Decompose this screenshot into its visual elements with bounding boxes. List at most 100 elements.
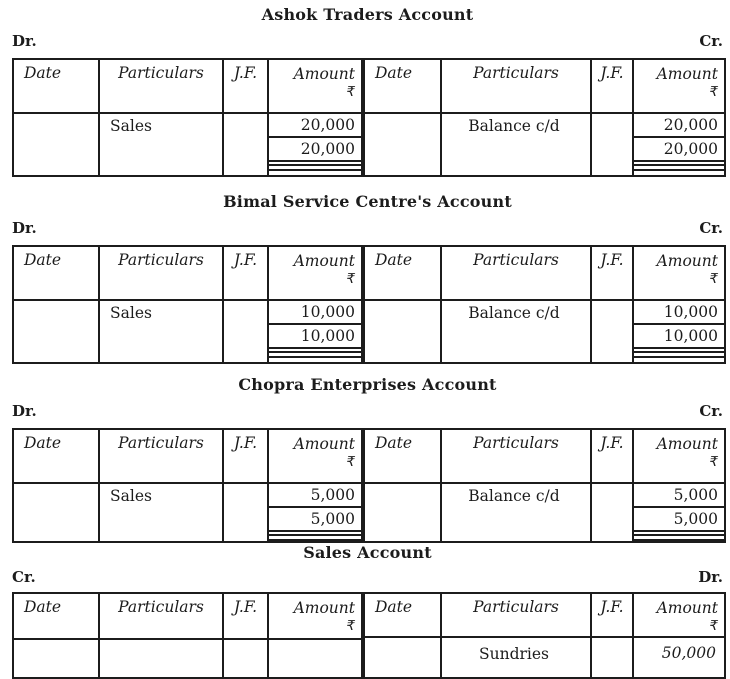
particulars-column-header: Particulars [98, 591, 224, 641]
drcr-row: Dr. Cr. [12, 401, 723, 421]
particulars-column-header: Particulars [440, 592, 592, 638]
header-row: Date Particulars J.F. Amount ₹ [363, 245, 726, 301]
date-cell [12, 112, 100, 177]
jf-cell [222, 482, 269, 543]
credit-side-label: Cr. [699, 402, 723, 420]
drcr-row: Dr. Cr. [12, 31, 723, 51]
header-row: Date Particulars J.F. Amount ₹ [12, 245, 363, 301]
debit-side-label: Dr. [12, 32, 37, 50]
account-section-chopra-enterprises: Chopra Enterprises Account Dr. Cr. Date … [12, 375, 726, 543]
amount-label: Amount [293, 65, 355, 83]
entry-row: Sales 5,000 5,000 [12, 482, 363, 543]
account-section-sales: Sales Account Cr. Dr. Date Particulars J… [12, 543, 726, 679]
particulars-column-header: Particulars [440, 58, 592, 114]
particulars-column-header: Particulars [440, 245, 592, 301]
date-column-header: Date [363, 58, 442, 114]
amount-column-header: Amount ₹ [267, 245, 363, 301]
particulars-cell: Sales [98, 112, 224, 177]
particulars-column-header: Particulars [98, 245, 224, 301]
particulars-cell: Balance c/d [440, 482, 592, 543]
date-cell [363, 636, 442, 679]
entry-row: Balance c/d 10,000 10,000 [363, 299, 726, 364]
credit-side-label: Cr. [699, 32, 723, 50]
jf-cell [590, 636, 634, 679]
entry-row: Sales 10,000 10,000 [12, 299, 363, 364]
amount-value: 20,000 [269, 114, 361, 138]
rupee-symbol: ₹ [346, 618, 355, 634]
particulars-cell [98, 638, 224, 679]
account-title: Sales Account [303, 543, 432, 562]
particulars-cell: Balance c/d [440, 112, 592, 177]
header-row: Date Particulars J.F. Amount ₹ [363, 592, 726, 638]
drcr-row: Dr. Cr. [12, 218, 723, 238]
debit-side-table: Date Particulars J.F. Amount ₹ Sales 10,… [12, 245, 363, 364]
debit-side-label: Dr. [698, 568, 723, 586]
particulars-column-header: Particulars [98, 428, 224, 484]
amount-total: 20,000 [634, 138, 724, 162]
ledger-table: Date Particulars J.F. Amount ₹ [12, 591, 726, 679]
credit-side-table: Date Particulars J.F. Amount ₹ Balance c… [363, 245, 726, 364]
amount-column-header: Amount ₹ [632, 58, 726, 114]
jf-column-header: J.F. [222, 58, 269, 114]
ledger-table: Date Particulars J.F. Amount ₹ Sales 5,0… [12, 428, 726, 543]
account-title: Ashok Traders Account [261, 5, 474, 24]
amount-total: 10,000 [634, 325, 724, 349]
header-row: Date Particulars J.F. Amount ₹ [363, 428, 726, 484]
date-column-header: Date [363, 428, 442, 484]
jf-cell [590, 299, 634, 364]
date-cell [363, 482, 442, 543]
amount-value: 5,000 [634, 484, 724, 508]
account-title: Chopra Enterprises Account [238, 375, 497, 394]
header-row: Date Particulars J.F. Amount ₹ [12, 428, 363, 484]
particulars-cell: Sales [98, 299, 224, 364]
amount-label: Amount [293, 252, 355, 270]
entry-row: Sundries 50,000 [363, 636, 726, 679]
amount-cell: 20,000 20,000 [632, 112, 726, 177]
particulars-cell: Balance c/d [440, 299, 592, 364]
jf-column-header: J.F. [222, 245, 269, 301]
jf-cell [222, 638, 269, 679]
date-cell [12, 638, 100, 679]
particulars-cell: Sales [98, 482, 224, 543]
amount-value: 20,000 [634, 114, 724, 138]
ledger-table: Date Particulars J.F. Amount ₹ Sales 10,… [12, 245, 726, 364]
amount-label: Amount [656, 252, 718, 270]
amount-label: Amount [293, 435, 355, 453]
amount-value: 10,000 [269, 301, 361, 325]
account-section-bimal-service-centre: Bimal Service Centre's Account Dr. Cr. D… [12, 192, 726, 364]
amount-label: Amount [656, 599, 718, 617]
date-column-header: Date [12, 245, 100, 301]
rupee-symbol: ₹ [346, 271, 355, 287]
credit-side-label: Cr. [12, 568, 36, 586]
account-title: Bimal Service Centre's Account [223, 192, 512, 211]
amount-total: 10,000 [269, 325, 361, 349]
total-double-rule [269, 534, 361, 541]
jf-column-header: J.F. [222, 591, 269, 641]
particulars-column-header: Particulars [98, 58, 224, 114]
header-row: Date Particulars J.F. Amount ₹ [12, 58, 363, 114]
credit-side-table: Date Particulars J.F. Amount ₹ Balance c… [363, 428, 726, 543]
debit-side-label: Dr. [12, 219, 37, 237]
total-double-rule [634, 164, 724, 171]
jf-cell [222, 112, 269, 177]
debit-side-label: Dr. [12, 402, 37, 420]
jf-column-header: J.F. [590, 428, 634, 484]
entry-row: Balance c/d 20,000 20,000 [363, 112, 726, 177]
amount-value: 10,000 [634, 301, 724, 325]
amount-cell: 10,000 10,000 [267, 299, 363, 364]
header-row: Date Particulars J.F. Amount ₹ [12, 591, 363, 641]
jf-column-header: J.F. [222, 428, 269, 484]
date-cell [363, 112, 442, 177]
rupee-symbol: ₹ [709, 271, 718, 287]
amount-label: Amount [293, 599, 355, 617]
particulars-cell: Sundries [440, 636, 592, 679]
date-column-header: Date [363, 245, 442, 301]
amount-label: Amount [656, 435, 718, 453]
jf-column-header: J.F. [590, 245, 634, 301]
credit-side-table: Date Particulars J.F. Amount ₹ [12, 591, 363, 679]
ledger-table: Date Particulars J.F. Amount ₹ Sales 20,… [12, 58, 726, 177]
date-column-header: Date [12, 428, 100, 484]
amount-cell: 5,000 5,000 [632, 482, 726, 543]
account-section-ashok-traders: Ashok Traders Account Dr. Cr. Date Parti… [12, 5, 726, 177]
